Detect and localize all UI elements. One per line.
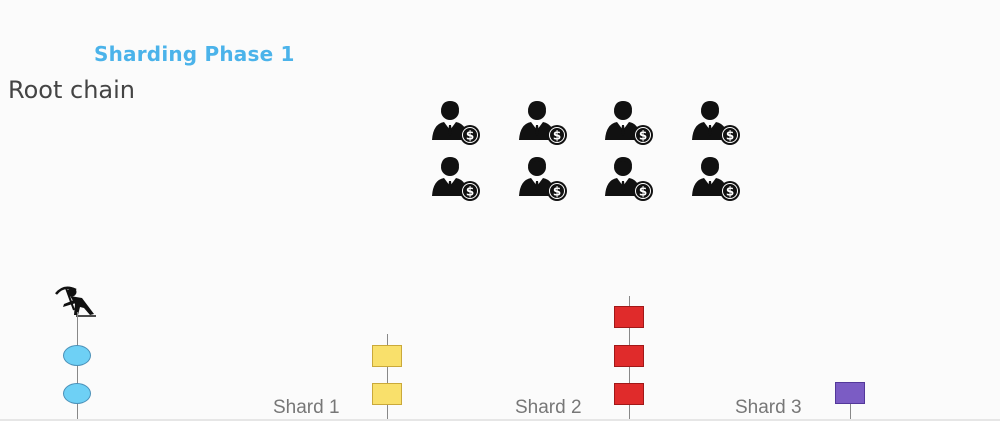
- root-block: [63, 345, 91, 366]
- validator-icon: [688, 100, 744, 148]
- validator-icon: [428, 156, 484, 204]
- slide-title: Sharding Phase 1: [94, 42, 295, 66]
- root-chain-label: Root chain: [8, 76, 135, 104]
- validator-icon: [515, 156, 571, 204]
- shard-1-block: [372, 345, 402, 367]
- shard-2-label: Shard 2: [515, 397, 582, 418]
- validator-icon: [515, 100, 571, 148]
- shard-3-block: [835, 382, 865, 404]
- validator-icon: [601, 100, 657, 148]
- shard-1-label: Shard 1: [273, 397, 340, 418]
- root-block: [63, 383, 91, 404]
- validator-pool: [428, 100, 748, 210]
- shard-1-chain-line: [387, 334, 388, 419]
- validator-icon: [688, 156, 744, 204]
- validator-icon: [601, 156, 657, 204]
- shard-2-block: [614, 306, 644, 328]
- shard-3-chain-line: [850, 392, 851, 419]
- validator-icon: [428, 100, 484, 148]
- shard-2-block: [614, 345, 644, 367]
- shard-2-block: [614, 383, 644, 405]
- bottom-edge: [0, 419, 1000, 421]
- shard-3-label: Shard 3: [735, 397, 802, 418]
- shard-1-block: [372, 383, 402, 405]
